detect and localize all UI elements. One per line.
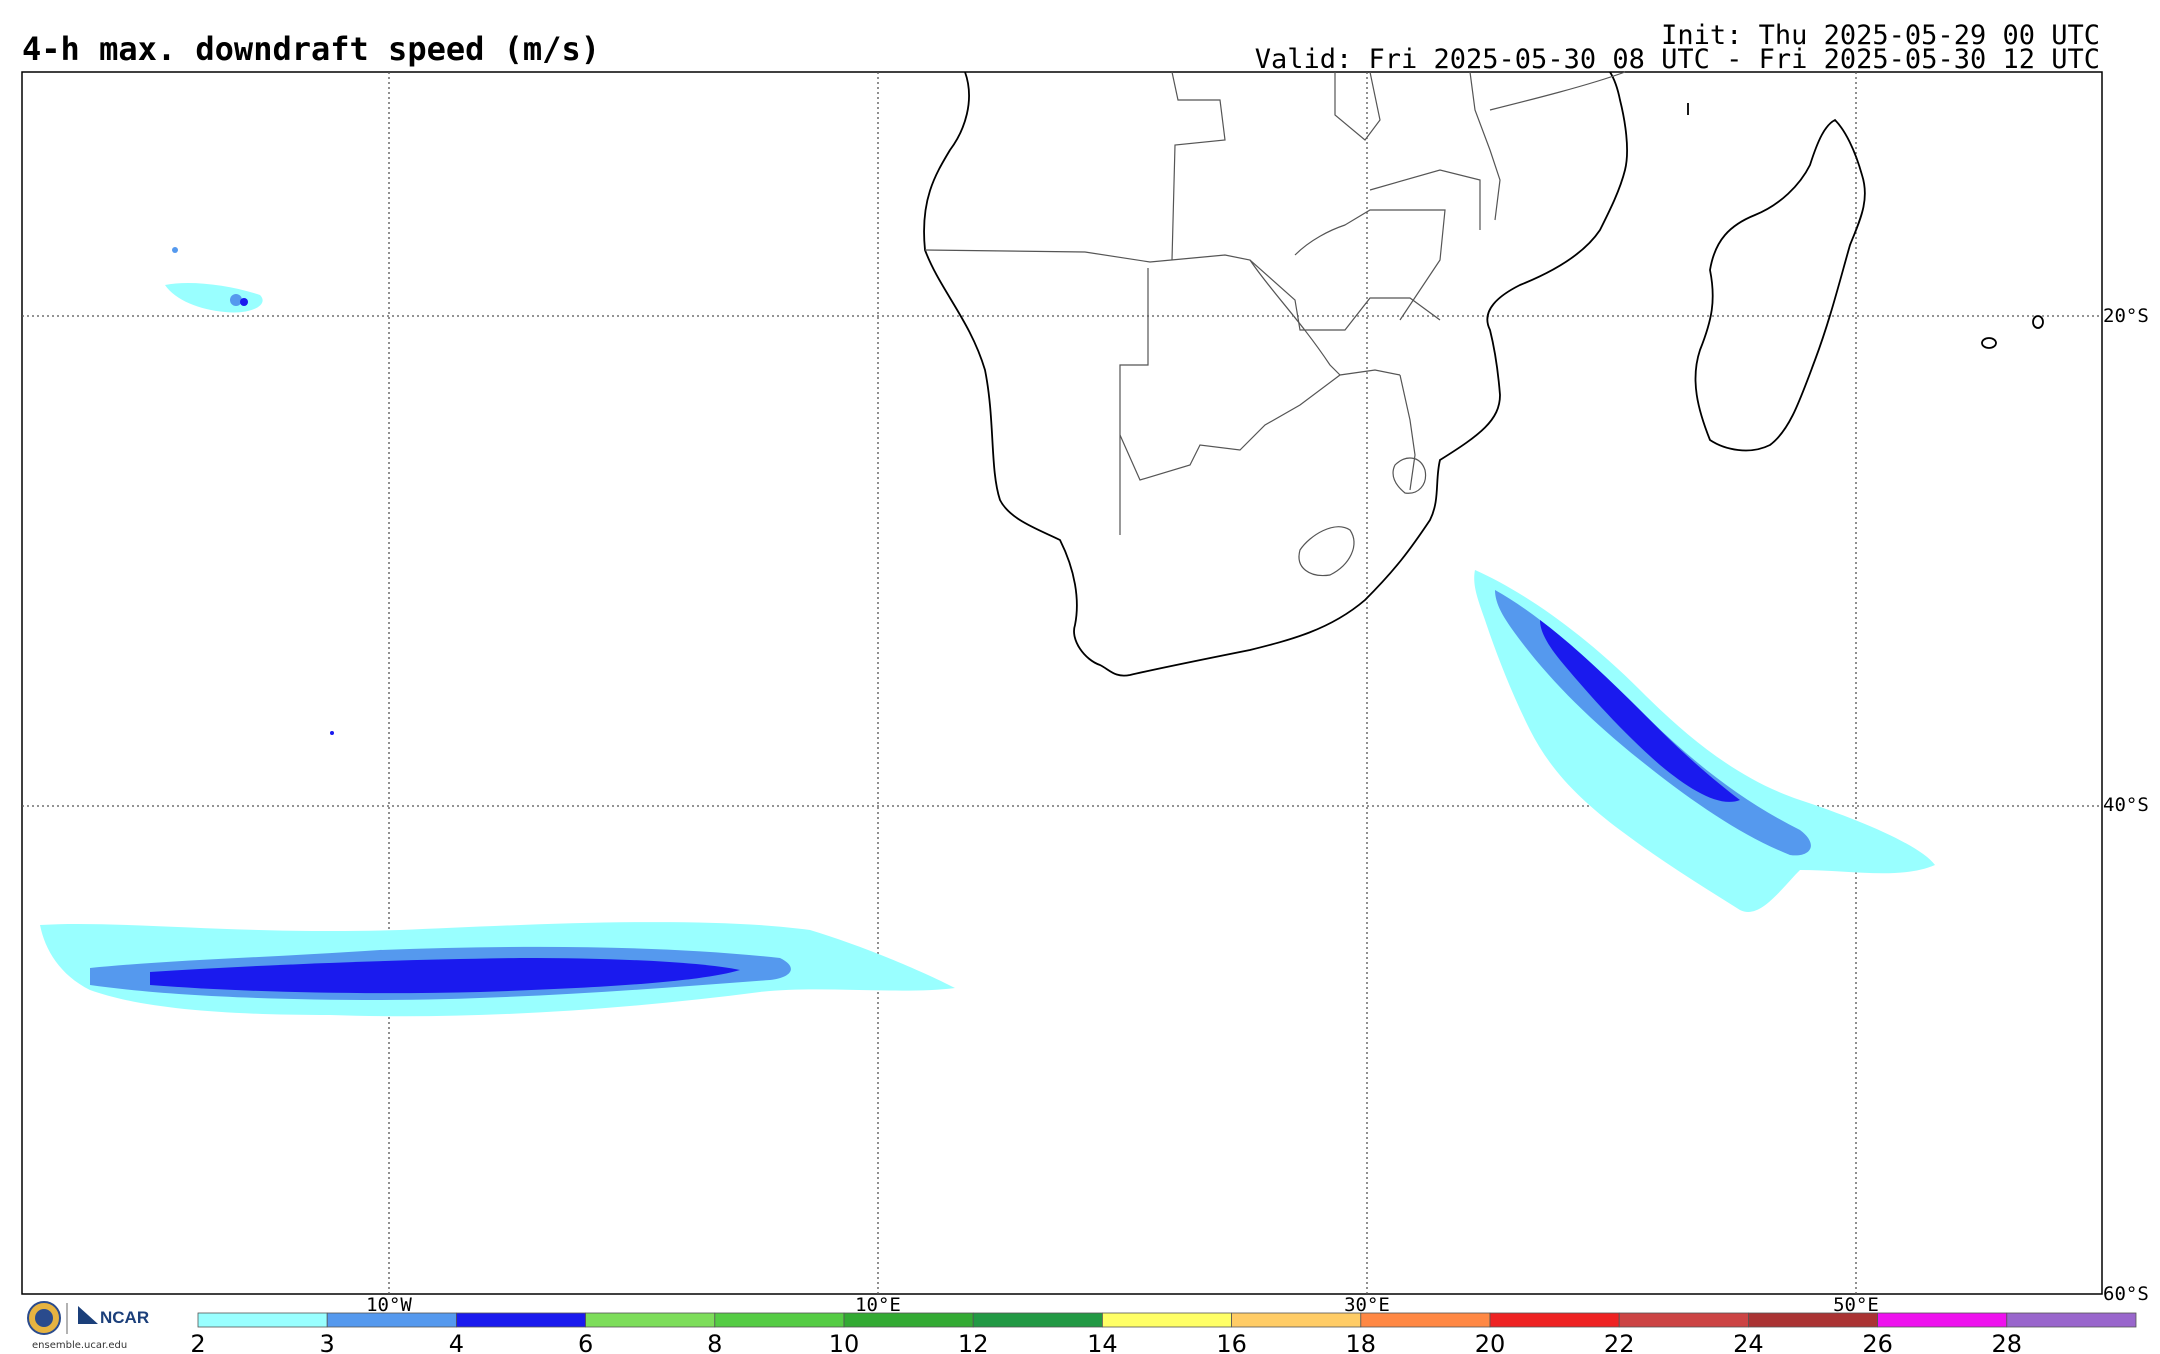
colorbar-swatch: [1618, 1312, 1749, 1328]
colorbar-tick-label: 28: [1992, 1330, 2023, 1354]
shade-speck: [330, 731, 334, 735]
lon-label-30e: 30°E: [1344, 1294, 1390, 1316]
shade-band-indian-light: [1474, 570, 1935, 912]
border-tanzania-mozambique: [1489, 71, 1626, 111]
colorbar-swatch: [972, 1312, 1103, 1328]
coastlines: [923, 71, 2044, 677]
colorbar-swatch: [585, 1312, 716, 1328]
colorbar-swatch: [1360, 1312, 1491, 1328]
lon-label-10w: 10°W: [366, 1294, 412, 1316]
colorbar-tick-label: 2: [190, 1330, 205, 1354]
colorbar-swatch: [1102, 1312, 1233, 1328]
colorbar-tick-label: 6: [578, 1330, 593, 1354]
lon-label-10e: 10°E: [855, 1294, 901, 1316]
init-time: Init: Thu 2025-05-29 00 UTC: [1661, 20, 2100, 51]
colorbar-swatch: [843, 1312, 974, 1328]
border-south-africa-north: [1119, 369, 1401, 481]
border-malawi: [1469, 71, 1501, 221]
shade-nw-dot-a: [230, 294, 242, 306]
mauritius-coast: [2032, 315, 2044, 329]
colorbar-tick-label: 26: [1862, 1330, 1893, 1354]
colorbar-tick-label: 22: [1604, 1330, 1635, 1354]
colorbar-swatch: [1231, 1312, 1362, 1328]
colorbar-tick-label: 16: [1216, 1330, 1247, 1354]
colorbar-swatch: [1877, 1312, 2008, 1328]
colorbar-tick-label: 8: [707, 1330, 722, 1354]
colorbar-tick-label: 4: [449, 1330, 464, 1354]
ncar-mark-icon: [78, 1306, 98, 1324]
colorbar-tick-label: 14: [1087, 1330, 1118, 1354]
shade-band-atlantic-core: [150, 958, 740, 994]
valid-time: Valid: Fri 2025-05-30 08 UTC - Fri 2025-…: [1254, 44, 2100, 75]
lat-label-60s: 60°S: [2103, 1283, 2149, 1305]
colorbar-swatch: [1748, 1312, 1879, 1328]
reunion-coast: [1981, 337, 1997, 349]
site-url: ensemble.ucar.edu: [32, 1340, 128, 1351]
colorbar-swatch: [197, 1312, 328, 1328]
border-mozambique-west: [1399, 374, 1416, 491]
colorbar-swatch: [2006, 1312, 2137, 1328]
country-borders: [924, 71, 1626, 577]
map-frame: [21, 71, 2103, 1295]
map-title: 4-h max. downdraft speed (m/s): [22, 30, 600, 68]
madagascar-coast: [1694, 118, 1866, 452]
lon-label-50e: 50°E: [1833, 1294, 1879, 1316]
downdraft-shading: [40, 247, 1935, 1017]
shade-nw-dot-b: [240, 298, 248, 306]
colorbar-tick-label: 20: [1475, 1330, 1506, 1354]
colorbar-tick-label: 24: [1733, 1330, 1764, 1354]
border-congo-zambia: [1334, 71, 1381, 141]
shade-nw-dot-c: [172, 247, 178, 253]
africa-coast: [923, 71, 1628, 677]
border-zambia-mozambique: [1369, 169, 1481, 230]
colorbar-tick-label: 10: [829, 1330, 860, 1354]
colorbar-tick-label: 12: [958, 1330, 989, 1354]
lat-label-40s: 40°S: [2103, 794, 2149, 816]
colorbar-swatch: [326, 1312, 457, 1328]
lat-label-20s: 20°S: [2103, 305, 2149, 327]
border-namibia-botswana: [1119, 268, 1149, 535]
colorbar-tick-label: 3: [320, 1330, 335, 1354]
shade-band-indian-core: [1540, 620, 1740, 802]
border-lesotho: [1298, 526, 1355, 577]
graticule: [22, 72, 2102, 1294]
border-zimbabwe: [1294, 209, 1446, 321]
colorbar-swatch: [1489, 1312, 1620, 1328]
colorbar-swatch: [455, 1312, 586, 1328]
colorbar-tick-label: 18: [1346, 1330, 1377, 1354]
nsf-ncar-logo: [22, 1298, 162, 1354]
colorbar: 2 3 4 6 8 10 12 14 16 18 20 22 24 26 28: [190, 1312, 2137, 1354]
border-eswatini: [1392, 457, 1427, 494]
border-botswana-zimbabwe: [1249, 259, 1341, 376]
border-zambia-west: [1171, 71, 1226, 261]
border-angola-namibia: [924, 249, 1441, 331]
ncar-wordmark: NCAR: [100, 1308, 150, 1327]
colorbar-swatch: [714, 1312, 845, 1328]
